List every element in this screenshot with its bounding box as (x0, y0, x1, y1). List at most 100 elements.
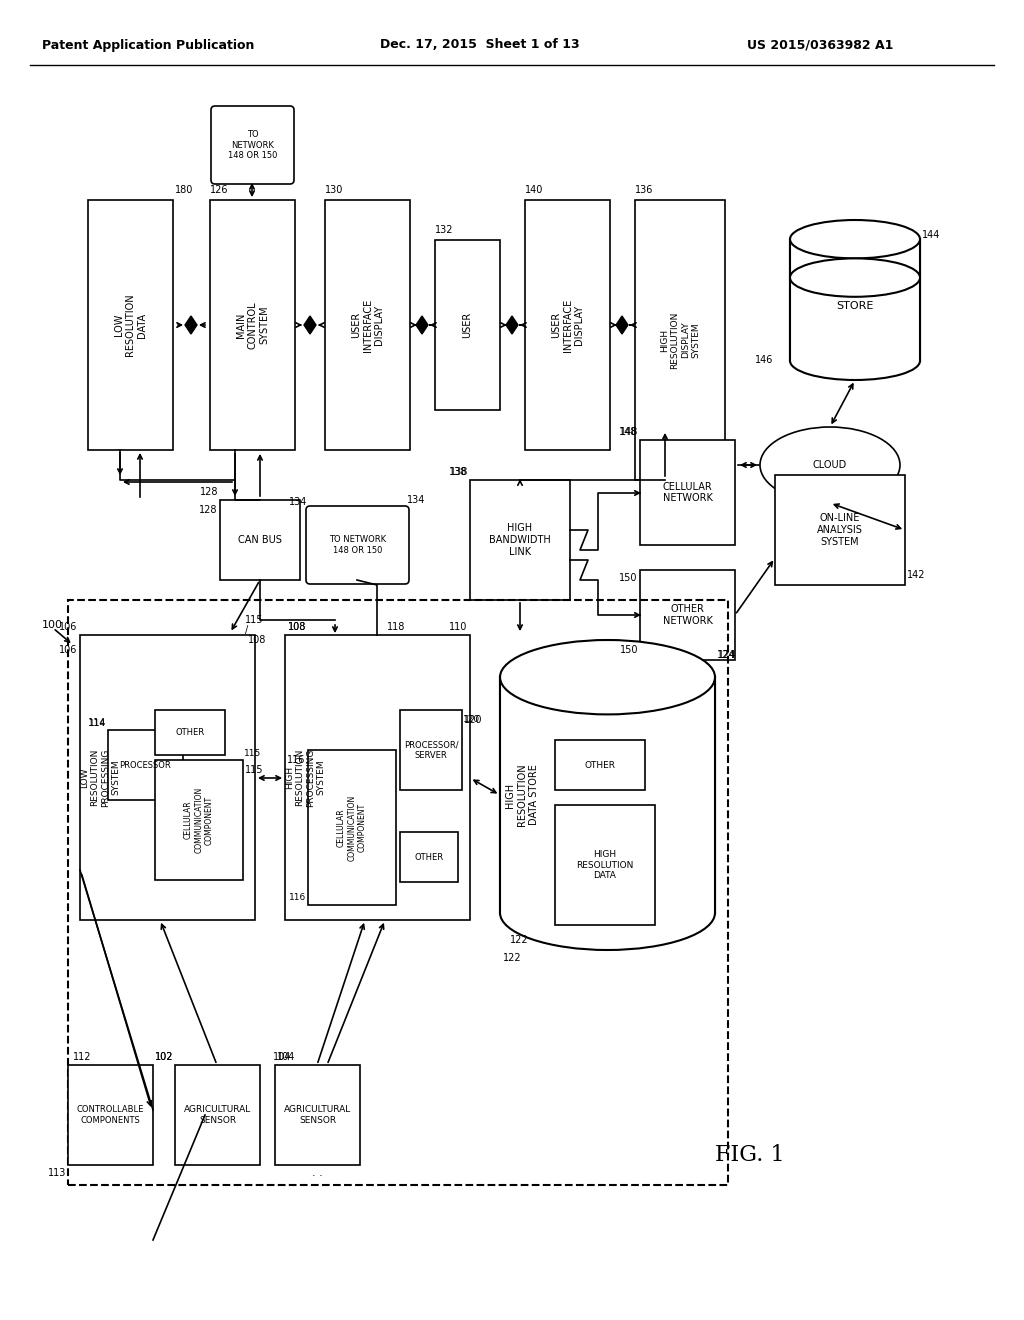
Text: 115: 115 (244, 748, 261, 758)
Text: 134: 134 (407, 495, 425, 506)
Text: Dec. 17, 2015  Sheet 1 of 13: Dec. 17, 2015 Sheet 1 of 13 (380, 38, 580, 51)
Ellipse shape (760, 426, 900, 503)
Bar (68, 1065, 153, 1166)
Text: 102: 102 (155, 1052, 173, 1063)
Text: 124: 124 (717, 649, 735, 660)
Text: 142: 142 (907, 570, 926, 579)
Text: TO NETWORK
148 OR 150: TO NETWORK 148 OR 150 (329, 536, 386, 554)
Bar (400, 832, 458, 882)
Bar (470, 480, 570, 601)
Text: 115: 115 (245, 615, 263, 624)
Bar (155, 710, 225, 755)
Bar (640, 440, 735, 545)
Text: LOW
RESOLUTION
DATA: LOW RESOLUTION DATA (114, 293, 147, 356)
Text: CELLULAR
COMMUNICATION
COMPONENT: CELLULAR COMMUNICATION COMPONENT (337, 795, 367, 861)
Ellipse shape (500, 875, 715, 950)
Polygon shape (304, 315, 316, 334)
Bar (155, 760, 243, 880)
Ellipse shape (790, 259, 920, 297)
Text: 113: 113 (48, 1168, 66, 1177)
Text: 104: 104 (273, 1052, 292, 1063)
Text: 126: 126 (210, 185, 228, 195)
Text: DATA
STORE: DATA STORE (837, 289, 873, 310)
Text: HIGH
BANDWIDTH
LINK: HIGH BANDWIDTH LINK (489, 524, 551, 557)
Text: 130: 130 (325, 185, 343, 195)
Polygon shape (616, 315, 628, 334)
Text: 150: 150 (620, 645, 638, 655)
Text: OTHER: OTHER (585, 760, 615, 770)
Text: CAN BUS: CAN BUS (238, 535, 282, 545)
Text: 106: 106 (58, 645, 77, 655)
Polygon shape (506, 315, 518, 334)
Text: TO
NETWORK
148 OR 150: TO NETWORK 148 OR 150 (227, 131, 278, 160)
Text: CONTROLLABLE
COMPONENTS: CONTROLLABLE COMPONENTS (77, 1105, 144, 1125)
Ellipse shape (500, 640, 715, 714)
Bar (80, 635, 255, 920)
Text: 110: 110 (449, 622, 467, 632)
Text: LOW
RESOLUTION
PROCESSING
SYSTEM: LOW RESOLUTION PROCESSING SYSTEM (80, 748, 120, 807)
Text: HIGH
RESOLUTION
DATA: HIGH RESOLUTION DATA (577, 850, 634, 880)
Polygon shape (185, 315, 197, 334)
Text: USER: USER (463, 312, 472, 338)
Text: 118: 118 (387, 622, 406, 632)
Bar (435, 240, 500, 411)
Bar (775, 475, 905, 585)
Text: PROCESSOR/
SERVER: PROCESSOR/ SERVER (403, 741, 459, 760)
Text: 128: 128 (199, 506, 217, 515)
Text: /: / (245, 624, 248, 635)
Text: USER
INTERFACE
DISPLAY: USER INTERFACE DISPLAY (551, 298, 584, 351)
Bar (308, 750, 396, 906)
Text: 122: 122 (503, 953, 521, 964)
Text: CELLULAR
COMMUNICATION
COMPONENT: CELLULAR COMMUNICATION COMPONENT (184, 787, 214, 853)
Text: 116: 116 (287, 755, 305, 766)
Text: 116: 116 (289, 894, 306, 902)
Bar (555, 805, 655, 925)
Bar (635, 201, 725, 480)
Text: MAIN
CONTROL
SYSTEM: MAIN CONTROL SYSTEM (236, 301, 269, 348)
Text: HIGH
RESOLUTION
DISPLAY
SYSTEM: HIGH RESOLUTION DISPLAY SYSTEM (659, 312, 700, 368)
Text: 108: 108 (288, 622, 306, 632)
Bar (640, 570, 735, 660)
Text: 120: 120 (463, 715, 480, 723)
Text: AGRICULTURAL
SENSOR: AGRICULTURAL SENSOR (184, 1105, 251, 1125)
Text: 148: 148 (618, 426, 637, 437)
Bar (285, 635, 470, 920)
Bar (275, 1065, 360, 1166)
Text: 122: 122 (510, 935, 528, 945)
Text: 132: 132 (435, 224, 454, 235)
FancyBboxPatch shape (211, 106, 294, 183)
Text: HIGH
RESOLUTION
PROCESSING
SYSTEM: HIGH RESOLUTION PROCESSING SYSTEM (285, 748, 325, 807)
Bar (210, 201, 295, 450)
Text: 150: 150 (618, 573, 637, 583)
Text: 106: 106 (58, 622, 77, 632)
Text: 138: 138 (450, 467, 468, 477)
Bar (500, 677, 715, 913)
Text: 114: 114 (88, 718, 106, 729)
Bar (525, 201, 610, 450)
Polygon shape (416, 315, 428, 334)
Ellipse shape (790, 220, 920, 259)
Bar (88, 201, 173, 450)
Text: . .: . . (312, 1168, 323, 1177)
Ellipse shape (790, 342, 920, 380)
Text: OTHER: OTHER (175, 729, 205, 737)
Text: 136: 136 (635, 185, 653, 195)
Text: AGRICULTURAL
SENSOR: AGRICULTURAL SENSOR (284, 1105, 351, 1125)
Bar (555, 741, 645, 789)
Text: ON-LINE
ANALYSIS
SYSTEM: ON-LINE ANALYSIS SYSTEM (817, 513, 863, 546)
Text: CELLULAR
NETWORK: CELLULAR NETWORK (663, 482, 713, 503)
Text: FIG. 1: FIG. 1 (715, 1144, 784, 1166)
Text: 102: 102 (155, 1052, 173, 1063)
Text: OTHER
NETWORK: OTHER NETWORK (663, 605, 713, 626)
Bar (325, 201, 410, 450)
Text: 180: 180 (175, 185, 194, 195)
Bar (108, 730, 183, 800)
Text: 124: 124 (718, 649, 736, 660)
Text: 134: 134 (289, 498, 307, 507)
Text: 114: 114 (89, 719, 106, 729)
Bar (68, 601, 728, 1185)
Text: 108: 108 (288, 622, 306, 632)
Text: 146: 146 (755, 355, 773, 366)
Text: HIGH
RESOLUTION
DATA STORE: HIGH RESOLUTION DATA STORE (506, 764, 539, 826)
Text: 115: 115 (245, 766, 263, 775)
